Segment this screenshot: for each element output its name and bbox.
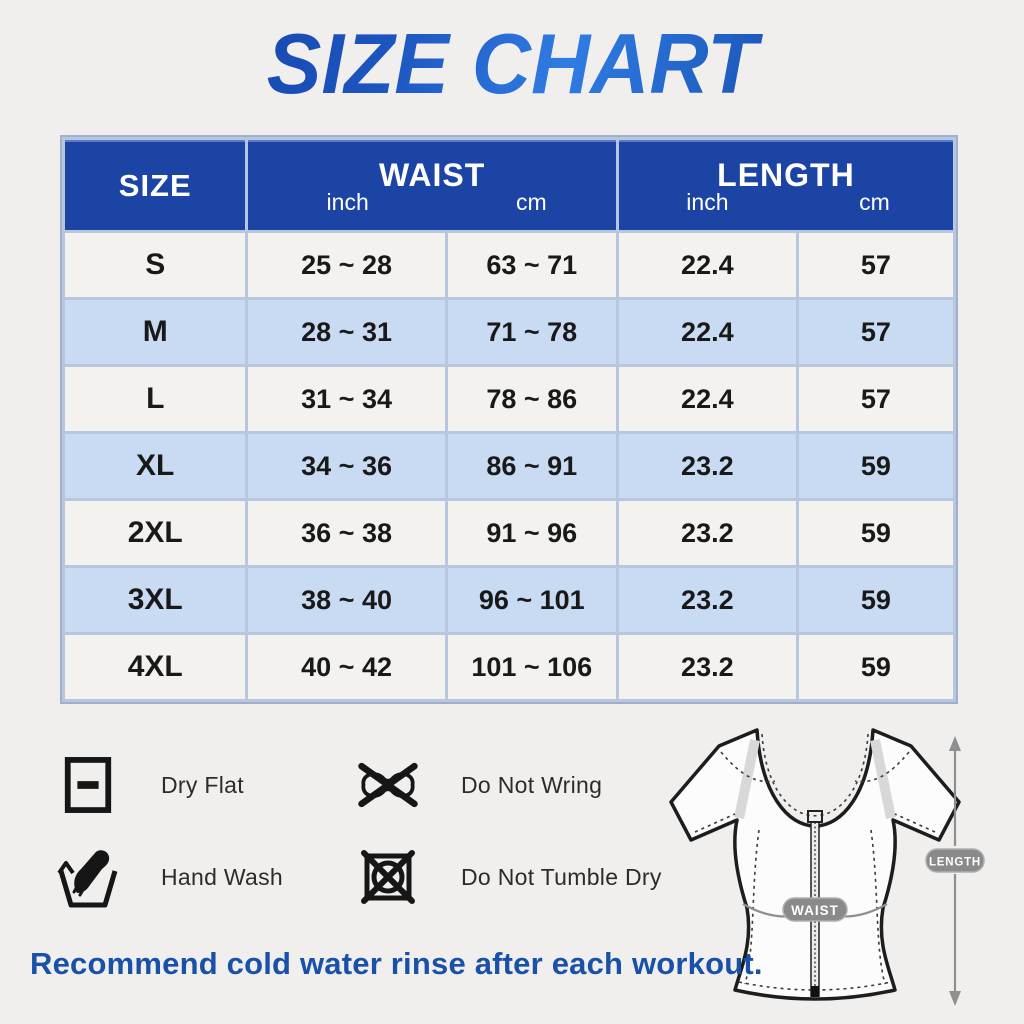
cell-waist_inch: 28 ~ 31 [248, 300, 445, 364]
page-title: SIZE CHART [0, 16, 1024, 114]
cell-waist_cm: 71 ~ 78 [447, 300, 616, 364]
dry-flat-icon [55, 752, 121, 818]
length-badge [925, 848, 985, 873]
table-row-xl: XL 34 ~ 36 86 ~ 91 23.2 59 [65, 434, 953, 498]
col-header-waist: WAIST inch cm [248, 140, 616, 230]
length-cm-unit-label: cm [859, 189, 890, 216]
cell-size: L [65, 367, 246, 431]
care-label: Dry Flat [161, 771, 244, 798]
cell-waist_cm: 63 ~ 71 [447, 233, 616, 297]
waist-header-label: WAIST [378, 156, 486, 193]
cell-waist_cm: 91 ~ 96 [447, 501, 616, 565]
do-not-wring-icon [355, 752, 421, 818]
care-item-do-not-tumble-dry: Do Not Tumble Dry [355, 844, 675, 910]
table-row-2xl: 2XL 36 ~ 38 91 ~ 96 23.2 59 [65, 501, 953, 565]
cell-length_cm: 57 [798, 233, 953, 297]
cell-length_inch: 23.2 [618, 568, 796, 632]
table-header-row: SIZE WAIST inch cm LENGTH inch cm [65, 140, 953, 230]
hand-wash-icon [55, 844, 121, 910]
length-inch-unit-label: inch [686, 189, 729, 216]
cell-length_inch: 22.4 [618, 300, 796, 364]
garment-illustration: WAIST LENGTH [655, 718, 1015, 1018]
table-row-l: L 31 ~ 34 78 ~ 86 22.4 57 [65, 367, 953, 431]
table-row-s: S 25 ~ 28 63 ~ 71 22.4 57 [65, 233, 953, 297]
table-row-4xl: 4XL 40 ~ 42 101 ~ 106 23.2 59 [65, 635, 953, 699]
cell-size: 3XL [65, 568, 246, 632]
waist-inch-unit-label: inch [326, 189, 369, 216]
cell-length_inch: 23.2 [618, 501, 796, 565]
care-label: Do Not Tumble Dry [461, 863, 662, 890]
waist-badge-label: WAIST [791, 903, 839, 918]
waist-badge [782, 897, 848, 922]
cell-size: XL [65, 434, 246, 498]
table-row-3xl: 3XL 38 ~ 40 96 ~ 101 23.2 59 [65, 568, 953, 632]
cell-waist_inch: 40 ~ 42 [248, 635, 445, 699]
care-label: Hand Wash [161, 863, 284, 890]
col-header-size: SIZE [65, 140, 246, 230]
cell-waist_inch: 38 ~ 40 [248, 568, 445, 632]
length-badge-label: LENGTH [929, 857, 981, 869]
cell-size: 2XL [65, 501, 246, 565]
cell-length_inch: 23.2 [618, 635, 796, 699]
cell-size: M [65, 300, 246, 364]
waist-cm-unit-label: cm [516, 189, 547, 216]
cell-waist_cm: 78 ~ 86 [447, 367, 616, 431]
size-table-body: S 25 ~ 28 63 ~ 71 22.4 57 M 28 ~ 31 71 ~ 78 22.4… [65, 233, 953, 699]
length-header-label: LENGTH [717, 156, 855, 193]
cell-waist_cm: 96 ~ 101 [447, 568, 616, 632]
care-instructions: Dry Flat Do Not Wring Hand Wash [55, 752, 675, 910]
care-item-hand-wash: Hand Wash [55, 844, 355, 910]
cell-length_cm: 59 [798, 434, 953, 498]
cell-length_cm: 57 [798, 300, 953, 364]
cell-length_inch: 22.4 [618, 367, 796, 431]
cell-waist_cm: 86 ~ 91 [447, 434, 616, 498]
care-label: Do Not Wring [461, 771, 603, 798]
cell-size: S [65, 233, 246, 297]
cell-length_cm: 59 [798, 501, 953, 565]
do-not-tumble-dry-icon [355, 844, 421, 910]
care-item-dry-flat: Dry Flat [55, 752, 355, 818]
cell-waist_inch: 36 ~ 38 [248, 501, 445, 565]
cell-length_inch: 23.2 [618, 434, 796, 498]
cell-waist_inch: 25 ~ 28 [248, 233, 445, 297]
size-table: SIZE WAIST inch cm LENGTH inch cm [60, 135, 958, 704]
care-item-do-not-wring: Do Not Wring [355, 752, 675, 818]
col-header-length: LENGTH inch cm [618, 140, 953, 230]
cell-length_cm: 59 [798, 635, 953, 699]
cell-length_cm: 57 [798, 367, 953, 431]
cell-length_cm: 59 [798, 568, 953, 632]
cell-waist_inch: 31 ~ 34 [248, 367, 445, 431]
cell-size: 4XL [65, 635, 246, 699]
cell-waist_cm: 101 ~ 106 [447, 635, 616, 699]
table-row-m: M 28 ~ 31 71 ~ 78 22.4 57 [65, 300, 953, 364]
cell-waist_inch: 34 ~ 36 [248, 434, 445, 498]
footer-note: Recommend cold water rinse after each wo… [30, 946, 763, 981]
cell-length_inch: 22.4 [618, 233, 796, 297]
